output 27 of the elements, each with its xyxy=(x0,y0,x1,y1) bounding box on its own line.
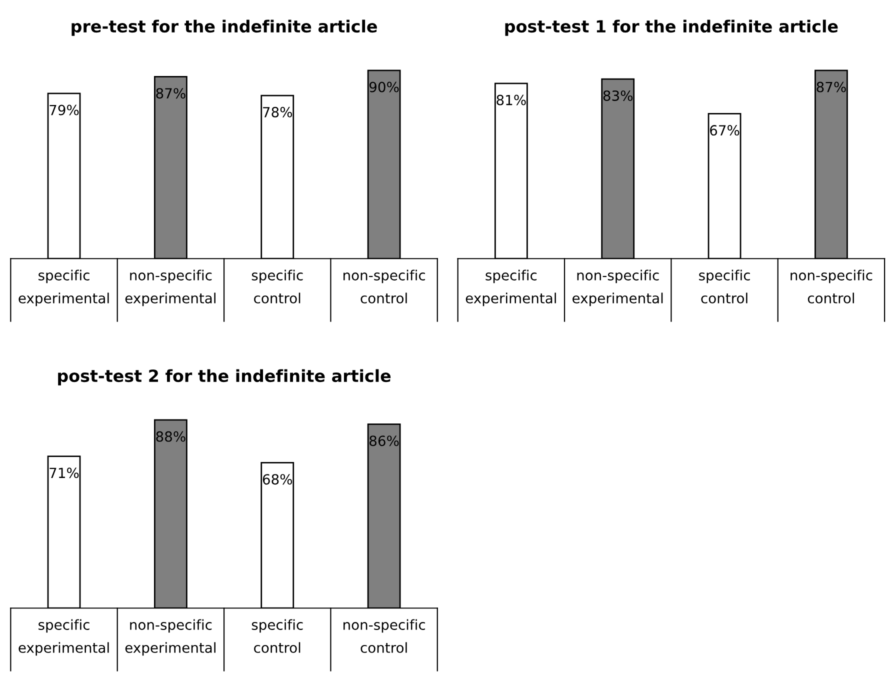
x-tick-label: specific control xyxy=(252,270,303,304)
data-label: 78% xyxy=(263,106,292,118)
data-label: 86% xyxy=(370,436,399,446)
data-label: 83% xyxy=(603,90,633,101)
chart-title: post-test 1 for the indefinite article xyxy=(505,20,838,36)
x-tick-label: non-specific control xyxy=(344,619,425,653)
chart-title: post-test 2 for the indefinite article xyxy=(58,369,391,386)
x-tick-label: non-specific experimental xyxy=(125,270,216,306)
x-tick-label: non-specific experimental xyxy=(125,619,216,656)
x-tick-label: non-specific control xyxy=(344,270,425,304)
x-tick-label: non-specific experimental xyxy=(572,270,663,306)
x-tick-label: specific control xyxy=(252,619,303,653)
data-label: 67% xyxy=(710,125,740,136)
data-label: 79% xyxy=(50,104,79,116)
x-tick-label: specific experimental xyxy=(466,270,556,306)
data-label: 68% xyxy=(262,474,292,485)
data-label: 88% xyxy=(156,431,186,442)
x-tick-label: non-specific control xyxy=(790,270,872,304)
data-label: 71% xyxy=(50,468,79,478)
data-label: 87% xyxy=(156,88,186,99)
x-tick-label: specific control xyxy=(699,270,750,304)
data-label: 87% xyxy=(816,82,846,92)
x-tick-label: specific experimental xyxy=(18,270,109,306)
data-label: 90% xyxy=(369,82,399,92)
data-label: 81% xyxy=(496,94,526,106)
chart-title: pre-test for the indefinite article xyxy=(72,20,377,36)
x-tick-label: specific experimental xyxy=(18,619,109,656)
